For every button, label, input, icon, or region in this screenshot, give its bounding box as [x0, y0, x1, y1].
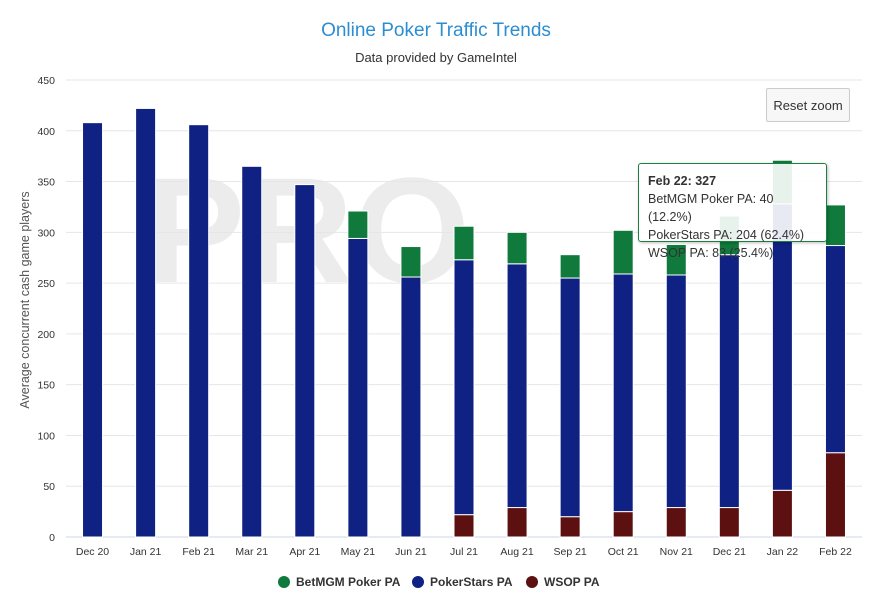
- bar-betmgm-poker-pa[interactable]: [559, 254, 581, 279]
- x-tick-label: Mar 21: [235, 546, 268, 558]
- legend[interactable]: BetMGM Poker PA PokerStars PA WSOP PA: [278, 575, 600, 589]
- legend-label: WSOP PA: [544, 575, 600, 589]
- y-tick-label: 450: [37, 75, 55, 87]
- x-tick-label: Feb 21: [182, 546, 215, 558]
- tooltip-header: Feb 22: 327: [648, 174, 717, 188]
- y-tick-label: 200: [37, 329, 55, 341]
- bar-betmgm-poker-pa[interactable]: [506, 231, 528, 265]
- bar-wsop-pa[interactable]: [824, 452, 846, 538]
- x-tick-label: Feb 22: [819, 546, 852, 558]
- tooltip-line-wsop: WSOP PA: 83 (25.4%): [648, 246, 774, 260]
- x-tick-label: May 21: [341, 546, 376, 558]
- bar-betmgm-poker-pa[interactable]: [824, 204, 846, 247]
- bar-betmgm-poker-pa[interactable]: [665, 244, 687, 276]
- bar-pokerstars-pa[interactable]: [506, 263, 528, 509]
- reset-zoom-button[interactable]: Reset zoom: [766, 88, 850, 122]
- bar-pokerstars-pa[interactable]: [453, 259, 475, 516]
- chart-subtitle: Data provided by GameIntel: [355, 50, 517, 65]
- bar-wsop-pa[interactable]: [771, 489, 793, 538]
- legend-marker: [412, 576, 424, 588]
- x-tick-label: Jun 21: [395, 546, 427, 558]
- bar-wsop-pa[interactable]: [718, 507, 740, 538]
- bar-betmgm-poker-pa[interactable]: [400, 246, 422, 278]
- x-tick-label: Jan 21: [130, 546, 162, 558]
- x-tick-label: Nov 21: [660, 546, 693, 558]
- bar-pokerstars-pa[interactable]: [665, 274, 687, 509]
- y-tick-label: 100: [37, 430, 55, 442]
- legend-marker: [526, 576, 538, 588]
- bar-wsop-pa[interactable]: [506, 507, 528, 538]
- bar-pokerstars-pa[interactable]: [188, 124, 210, 538]
- chart-title: Online Poker Traffic Trends: [321, 20, 551, 41]
- bar-series: [82, 107, 846, 538]
- y-axis-ticks: 0 50 100 150 200 250 300 350 400 450: [37, 75, 55, 544]
- x-tick-label: Dec 20: [76, 546, 109, 558]
- y-tick-label: 300: [37, 227, 55, 239]
- bar-pokerstars-pa[interactable]: [135, 107, 157, 538]
- bar-pokerstars-pa[interactable]: [294, 184, 316, 538]
- y-tick-label: 350: [37, 177, 55, 189]
- x-tick-label: Jul 21: [450, 546, 478, 558]
- tooltip-line-pokerstars: PokerStars PA: 204 (62.4%): [648, 228, 805, 242]
- legend-item-wsop-pa[interactable]: WSOP PA: [526, 575, 600, 589]
- bar-pokerstars-pa[interactable]: [718, 254, 740, 509]
- bar-wsop-pa[interactable]: [612, 511, 634, 538]
- bar-wsop-pa[interactable]: [559, 516, 581, 538]
- y-tick-label: 150: [37, 380, 55, 392]
- x-tick-label: Dec 21: [713, 546, 746, 558]
- y-tick-label: 250: [37, 278, 55, 290]
- bar-wsop-pa[interactable]: [665, 507, 687, 538]
- legend-label: BetMGM Poker PA: [296, 575, 401, 589]
- x-axis-ticks: Dec 20 Jan 21 Feb 21 Mar 21 Apr 21 May 21 Jun …: [76, 546, 852, 558]
- legend-item-pokerstars-pa[interactable]: PokerStars PA: [412, 575, 513, 589]
- x-tick-label: Oct 21: [608, 546, 639, 558]
- bar-betmgm-poker-pa[interactable]: [453, 225, 475, 261]
- y-tick-label: 0: [49, 532, 55, 544]
- tooltip: Feb 22: 327 BetMGM Poker PA: 40 (12.2%) …: [638, 163, 827, 260]
- bar-pokerstars-pa[interactable]: [612, 273, 634, 513]
- y-axis-title: Average concurrent cash game players: [18, 191, 32, 408]
- bar-pokerstars-pa[interactable]: [824, 245, 846, 454]
- bar-pokerstars-pa[interactable]: [559, 277, 581, 518]
- bar-pokerstars-pa[interactable]: [400, 276, 422, 538]
- bar-betmgm-poker-pa[interactable]: [612, 229, 634, 275]
- bar-wsop-pa[interactable]: [453, 514, 475, 538]
- x-tick-label: Sep 21: [553, 546, 586, 558]
- tooltip-line-betmgm: BetMGM Poker PA: 40 (12.2%): [648, 192, 774, 224]
- x-tick-label: Apr 21: [289, 546, 320, 558]
- legend-item-betmgm-poker-pa[interactable]: BetMGM Poker PA: [278, 575, 401, 589]
- legend-label: PokerStars PA: [430, 575, 513, 589]
- bar-pokerstars-pa[interactable]: [347, 237, 369, 538]
- y-tick-label: 50: [43, 481, 55, 493]
- bar-betmgm-poker-pa[interactable]: [347, 210, 369, 239]
- x-tick-label: Aug 21: [500, 546, 533, 558]
- bar-pokerstars-pa[interactable]: [241, 165, 263, 538]
- legend-marker: [278, 576, 290, 588]
- x-tick-label: Jan 22: [767, 546, 799, 558]
- y-tick-label: 400: [37, 126, 55, 138]
- bar-pokerstars-pa[interactable]: [82, 122, 104, 538]
